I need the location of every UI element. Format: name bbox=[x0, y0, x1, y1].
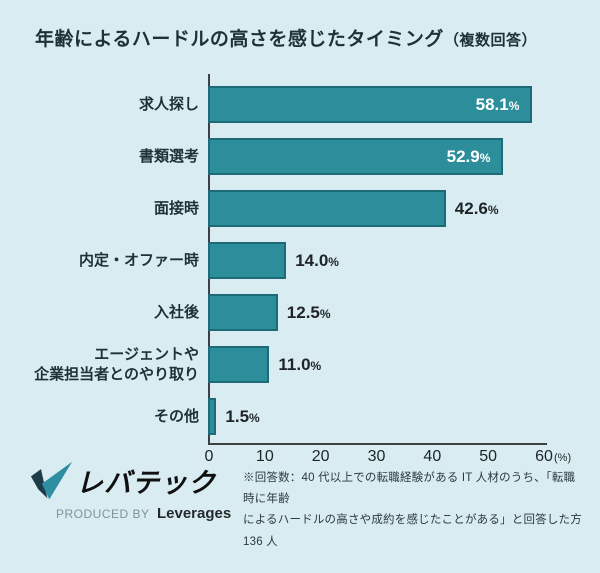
checkmark-logo-icon bbox=[30, 461, 73, 500]
category-label: 面接時 bbox=[153, 199, 199, 217]
bar-row: 面接時 42.6% bbox=[33, 183, 600, 235]
value-label: 42.6% bbox=[454, 198, 499, 218]
bar-row: エージェントや 企業担当者とのやり取り 11.0% bbox=[33, 339, 600, 391]
category-label: 書類選考 bbox=[138, 147, 199, 165]
logo-wordmark: レバテック bbox=[76, 468, 216, 499]
bar-track: 11.0% bbox=[208, 339, 600, 391]
x-axis-ticks: 0 10 20 30 40 50 60 (%) bbox=[33, 443, 600, 469]
bar-track: 1.5% bbox=[208, 391, 600, 443]
bar-track: 14.0% bbox=[208, 235, 600, 287]
value-label: 58.1% bbox=[475, 94, 520, 114]
survey-note: ※回答数：40 代以上での転職経験がある IT 人材のうち、「転職時に年齢 によ… bbox=[243, 468, 584, 553]
bar-row: 内定・オファー時 14.0% bbox=[33, 235, 600, 287]
category-label: エージェントや 企業担当者とのやり取り bbox=[34, 346, 199, 383]
value-label: 1.5% bbox=[225, 406, 260, 426]
company-name: Leverages bbox=[156, 504, 232, 522]
category-label: 入社後 bbox=[153, 303, 199, 321]
bar: 58.1% bbox=[208, 86, 533, 124]
bar bbox=[208, 346, 270, 384]
bar-chart: 求人探し 58.1% 書類選考 52.9% 面接時 42.6% 内定・オファー時 14.0% 入… bbox=[33, 73, 600, 469]
bar-row: 入社後 12.5% bbox=[33, 287, 600, 339]
bar-row: 書類選考 52.9% bbox=[33, 131, 600, 183]
produced-by-label: PRODUCED BY bbox=[56, 506, 150, 521]
x-axis-line bbox=[208, 442, 547, 445]
produced-by-line: PRODUCED BY Leverages bbox=[30, 505, 231, 523]
x-tick-label: 10 bbox=[255, 447, 274, 465]
x-tick-label: 20 bbox=[311, 447, 330, 465]
category-label: 求人探し bbox=[138, 95, 199, 113]
value-label: 12.5% bbox=[286, 302, 331, 322]
x-tick-label: 30 bbox=[367, 447, 386, 465]
x-tick-label: 0 bbox=[204, 447, 214, 465]
chart-title-text: 年齢によるハードルの高さを感じたタイミング bbox=[35, 29, 444, 50]
bar-row: その他 1.5% bbox=[33, 391, 600, 443]
x-tick-label: 40 bbox=[423, 447, 442, 465]
x-tick-label: 50 bbox=[479, 447, 498, 465]
bar-row: 求人探し 58.1% bbox=[33, 79, 600, 131]
bar-track: 52.9% bbox=[208, 131, 600, 183]
value-label: 52.9% bbox=[446, 146, 491, 166]
bar bbox=[208, 242, 287, 280]
value-label: 14.0% bbox=[295, 250, 339, 270]
levtech-logo: レバテック PRODUCED BY Leverages bbox=[30, 460, 231, 523]
bar: 52.9% bbox=[208, 138, 504, 176]
page-title: 年齢によるハードルの高さを感じたタイミング（複数回答） bbox=[0, 0, 600, 53]
chart-title-suffix: （複数回答） bbox=[443, 32, 537, 49]
chart-plot-area: 求人探し 58.1% 書類選考 52.9% 面接時 42.6% 内定・オファー時 14.0% 入… bbox=[33, 73, 600, 445]
survey-note-line1: ※回答数：40 代以上での転職経験がある IT 人材のうち、「転職時に年齢 bbox=[243, 471, 576, 506]
footer: レバテック PRODUCED BY Leverages ※回答数：40 代以上で… bbox=[30, 460, 584, 553]
bar-track: 42.6% bbox=[208, 183, 600, 235]
bar-track: 58.1% bbox=[208, 79, 600, 131]
bar bbox=[208, 294, 278, 332]
bar-track: 12.5% bbox=[208, 287, 600, 339]
survey-note-line2: によるハードルの高さや成約を感じたことがある」と回答した方 136 人 bbox=[243, 514, 582, 548]
x-axis-unit-label: (%) bbox=[554, 451, 572, 464]
category-label: その他 bbox=[153, 407, 199, 425]
value-label: 11.0% bbox=[278, 354, 322, 374]
category-label: 内定・オファー時 bbox=[78, 251, 199, 269]
bar bbox=[208, 398, 217, 436]
bar bbox=[208, 190, 446, 228]
x-tick-label: 60 bbox=[535, 447, 553, 465]
